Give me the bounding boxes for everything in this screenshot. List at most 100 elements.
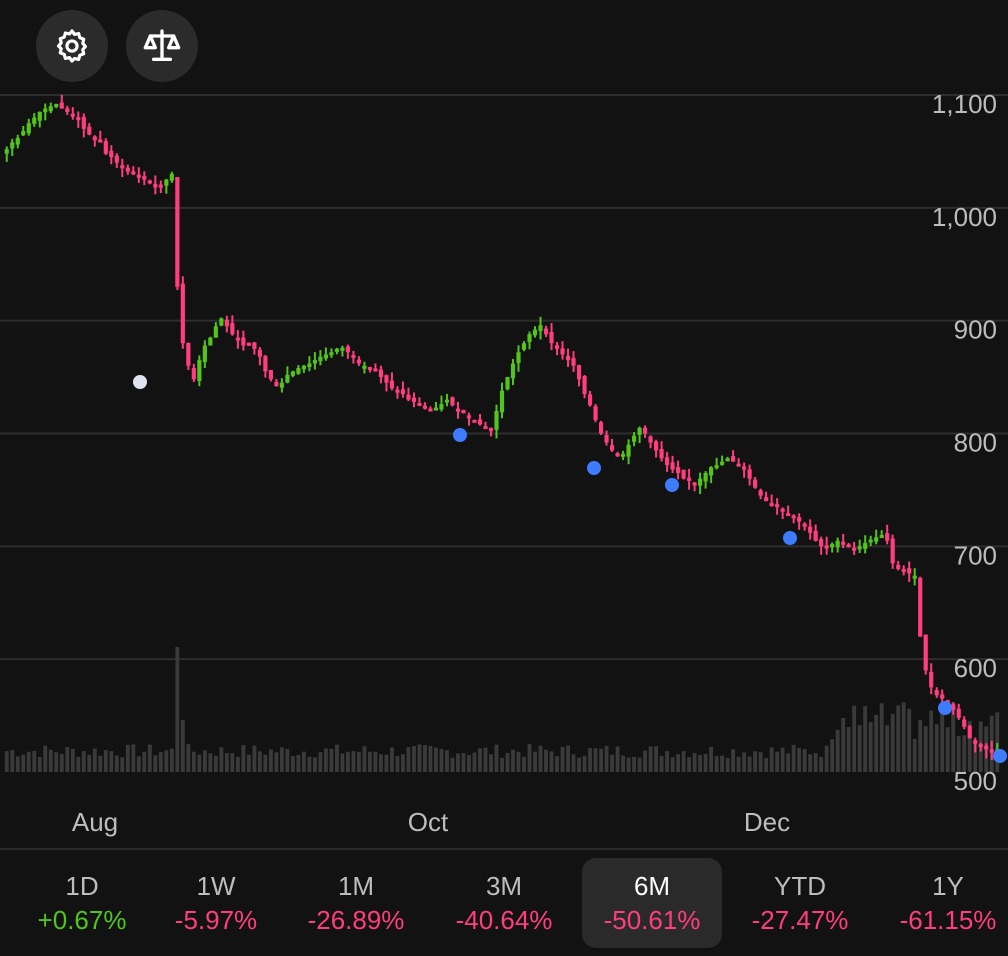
candle	[896, 564, 901, 569]
candle	[136, 174, 141, 178]
volume-bar	[301, 751, 306, 772]
event-marker[interactable]	[783, 531, 797, 545]
volume-bar	[956, 735, 961, 772]
volume-bar	[874, 714, 879, 772]
x-tick-label: Oct	[408, 807, 449, 837]
candle	[604, 435, 609, 443]
volume-bar	[637, 757, 642, 772]
volume-bar	[692, 753, 697, 772]
volume-bar	[764, 757, 769, 772]
candle	[65, 108, 70, 112]
volume-bar	[274, 752, 279, 772]
candle	[32, 117, 37, 124]
settings-button[interactable]	[36, 10, 108, 82]
compare-button[interactable]	[126, 10, 198, 82]
event-marker[interactable]	[133, 375, 147, 389]
event-marker[interactable]	[993, 749, 1007, 763]
volume-bar	[544, 749, 548, 772]
candle	[642, 427, 648, 434]
y-tick-label: 1,100	[932, 89, 997, 119]
candle	[609, 445, 615, 451]
candle	[103, 141, 108, 154]
range-label: 1M	[337, 871, 375, 901]
candle	[433, 407, 439, 411]
volume-bar	[714, 756, 719, 772]
volume-bar	[753, 751, 758, 772]
candle	[340, 347, 345, 351]
event-marker[interactable]	[587, 461, 601, 475]
candle	[494, 410, 499, 430]
volume-bar	[478, 748, 482, 772]
volume-bar	[588, 748, 592, 772]
volume-bar	[742, 752, 747, 772]
candle	[10, 142, 15, 149]
volume-bar	[59, 754, 64, 772]
candle	[984, 745, 989, 750]
volume-bar	[769, 747, 774, 772]
volume-bar	[37, 756, 42, 772]
range-tab-1m[interactable]: 1M -26.89%	[286, 858, 426, 948]
event-marker[interactable]	[938, 701, 952, 715]
range-tab-6m[interactable]: 6M -50.61%	[582, 858, 722, 948]
range-tab-1d[interactable]: 1D +0.67%	[12, 858, 152, 948]
candle	[92, 136, 97, 141]
volume-bar	[197, 754, 202, 772]
volume-bar	[522, 756, 526, 772]
range-tab-ytd[interactable]: YTD -27.47%	[730, 858, 870, 948]
volume-bar	[131, 744, 136, 772]
candle	[158, 184, 163, 188]
volume-bar	[417, 744, 422, 772]
candle	[15, 137, 20, 145]
candle	[516, 352, 521, 363]
volume-bar	[918, 719, 923, 772]
candle	[153, 183, 158, 188]
volume-bar	[824, 745, 829, 772]
event-marker[interactable]	[453, 428, 467, 442]
candle	[527, 334, 532, 343]
candle	[620, 453, 626, 457]
range-tab-3m[interactable]: 3M -40.64%	[434, 858, 574, 948]
volume-bar	[390, 747, 394, 772]
candle	[406, 394, 411, 400]
volume-bar	[698, 754, 703, 772]
volume-bar	[912, 738, 917, 772]
candle	[439, 404, 444, 410]
range-tab-1y[interactable]: 1Y -61.15%	[878, 858, 1008, 948]
candle	[549, 331, 554, 344]
candle	[450, 397, 455, 406]
volume-bars	[4, 647, 1000, 772]
event-marker[interactable]	[665, 478, 679, 492]
range-tab-1w[interactable]: 1W -5.97%	[146, 858, 286, 948]
volume-bar	[648, 746, 653, 772]
volume-bar	[54, 752, 59, 772]
candle	[175, 177, 180, 287]
gear-icon	[56, 29, 88, 63]
candle	[26, 123, 31, 134]
volume-bar	[70, 748, 75, 772]
candle	[87, 126, 92, 135]
candle	[709, 467, 714, 476]
candle	[907, 568, 912, 574]
candle	[973, 740, 978, 744]
volume-bar	[323, 748, 328, 772]
volume-bar	[615, 746, 620, 772]
event-markers[interactable]	[133, 375, 1007, 763]
volume-bar	[142, 751, 147, 772]
candle	[230, 323, 235, 335]
volume-bar	[626, 757, 631, 772]
candle	[841, 541, 846, 545]
candle	[598, 422, 604, 434]
volume-bar	[428, 745, 433, 772]
candle	[422, 405, 428, 409]
volume-bar	[527, 744, 532, 772]
volume-bar	[456, 753, 460, 772]
volume-bar	[26, 751, 31, 772]
volume-bar	[4, 751, 9, 772]
candle	[879, 535, 884, 539]
candle	[923, 634, 928, 671]
candle	[736, 463, 741, 467]
volume-bar	[379, 754, 383, 772]
price-chart[interactable]: 1,100 1,000 900 800 700 600 500 Aug Oct Dec	[0, 0, 1008, 850]
volume-bar	[191, 751, 196, 772]
candle	[125, 167, 130, 172]
